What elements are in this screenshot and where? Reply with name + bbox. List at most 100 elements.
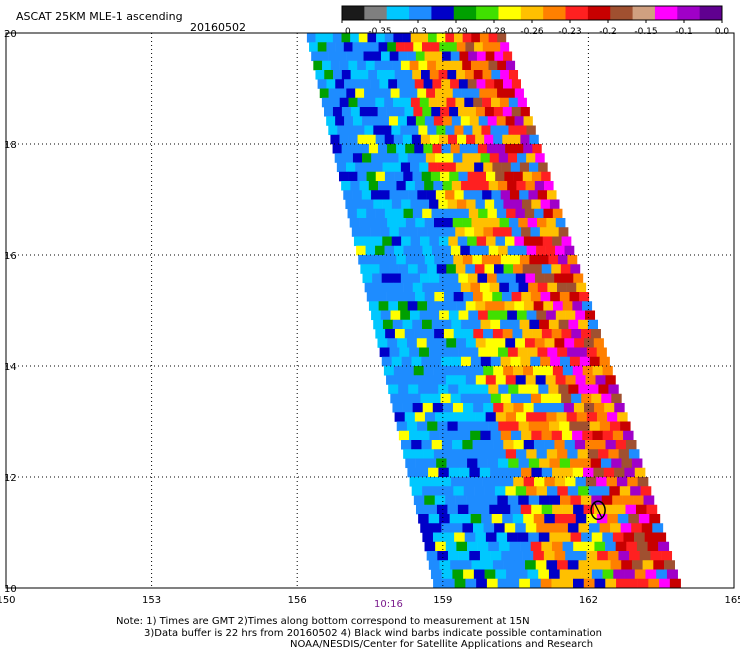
swath-cell — [424, 218, 435, 228]
swath-cell — [384, 208, 395, 219]
swath-cell — [464, 162, 475, 173]
swath-cell — [490, 356, 501, 367]
swath-cell — [415, 375, 427, 385]
swath-cell — [377, 144, 388, 154]
swath-cell — [539, 319, 550, 330]
swath-cell — [478, 384, 489, 395]
swath-cell — [518, 282, 529, 293]
swath-cell — [511, 227, 522, 237]
swath-cell — [396, 181, 406, 191]
swath-cell — [659, 578, 671, 589]
swath-cell — [572, 430, 583, 441]
swath-cell — [538, 532, 550, 543]
swath-cell — [469, 116, 480, 126]
swath-cell — [433, 51, 443, 62]
swath-cell — [419, 162, 429, 173]
swath-cell — [493, 440, 504, 450]
swath-cell — [306, 33, 316, 43]
swath-cell — [373, 125, 383, 136]
swath-cell — [404, 329, 415, 339]
swath-cell — [612, 495, 623, 506]
swath-cell — [546, 523, 558, 533]
swath-cell — [389, 153, 399, 163]
swath-cell — [452, 88, 462, 99]
swath-cell — [607, 514, 619, 524]
swath-cell — [436, 125, 446, 136]
swath-cell — [601, 393, 612, 404]
swath-cell — [480, 319, 491, 330]
swath-cell — [522, 329, 533, 339]
swath-cell — [443, 218, 454, 228]
swath-cell — [419, 310, 430, 321]
swath-cell — [451, 181, 462, 191]
swath-cell — [448, 273, 459, 284]
swath-cell — [422, 532, 434, 543]
swath-cell — [350, 107, 361, 117]
swath-cell — [358, 33, 368, 43]
swath-cell — [446, 458, 458, 469]
swath-cell — [480, 282, 490, 293]
swath-cell — [543, 301, 554, 311]
swath-cell — [557, 255, 568, 265]
swath-cell — [530, 356, 541, 367]
swath-cell — [402, 319, 413, 330]
swath-cell — [368, 301, 379, 311]
swath-cell — [414, 79, 424, 89]
swath-cell — [510, 430, 522, 441]
swath-cell — [409, 310, 420, 321]
swath-cell — [505, 88, 516, 99]
swath-cell — [496, 144, 506, 154]
swath-cell — [415, 218, 425, 228]
swath-cell — [380, 190, 390, 200]
swath-cell — [407, 301, 418, 311]
swath-cell — [468, 51, 478, 62]
swath-cell — [474, 227, 484, 237]
swath-cell — [497, 88, 507, 99]
swath-cell — [450, 79, 460, 89]
swath-cell — [538, 384, 549, 395]
swath-cell — [480, 218, 491, 228]
swath-cell — [606, 477, 618, 487]
swath-cell — [534, 273, 545, 284]
swath-cell — [460, 282, 471, 293]
swath-cell — [417, 190, 427, 200]
swath-cell — [452, 218, 463, 228]
swath-cell — [409, 125, 419, 136]
swath-cell — [454, 190, 464, 200]
swath-cell — [473, 329, 484, 339]
swath-cell — [515, 208, 526, 219]
time-label: 10:16 — [374, 599, 403, 610]
swath-cell — [359, 70, 369, 80]
swath-cell — [570, 532, 582, 543]
swath-cell — [432, 532, 444, 543]
swath-cell — [492, 227, 503, 237]
swath-cell — [390, 393, 401, 404]
swath-cell — [445, 541, 457, 552]
swath-cell — [555, 310, 566, 321]
swath-cell — [537, 218, 547, 228]
swath-cell — [552, 366, 564, 376]
swath-cell — [488, 88, 498, 99]
swath-cell — [579, 356, 591, 367]
swath-cell — [487, 458, 499, 469]
swath-cell — [448, 42, 458, 52]
swath-cell — [582, 301, 593, 311]
swath-cell — [408, 190, 418, 200]
swath-cell — [422, 403, 434, 413]
swath-cell — [528, 532, 540, 543]
swath-cell — [557, 449, 568, 459]
swath-cell — [431, 107, 441, 117]
swath-cell — [488, 60, 498, 71]
swath-cell — [453, 329, 464, 339]
swath-cell — [631, 458, 643, 469]
swath-cell — [428, 514, 440, 524]
swath-cell — [332, 144, 342, 154]
swath-cell — [587, 449, 599, 459]
swath-cell — [465, 42, 475, 52]
swath-cell — [434, 292, 445, 302]
swath-cell — [522, 264, 533, 274]
swath-cell — [526, 153, 536, 163]
swath-cell — [451, 356, 462, 367]
swath-cell — [485, 171, 496, 182]
swath-cell — [445, 190, 455, 200]
